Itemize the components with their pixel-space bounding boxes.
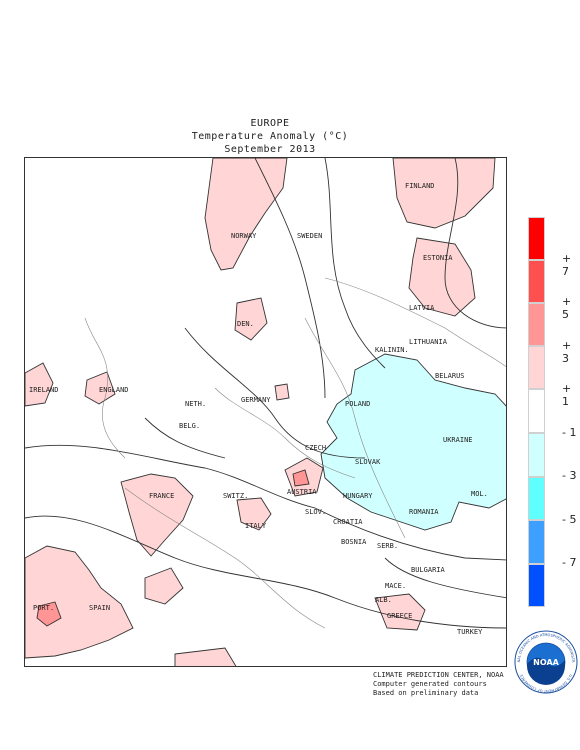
country-label-serb: SERB. <box>377 542 399 550</box>
legend-label-6: - 3 <box>562 469 577 482</box>
warm-area-iberia <box>25 545 134 659</box>
legend-bin-9 <box>528 564 545 607</box>
country-label-poland: POLAND <box>345 400 371 408</box>
legend-bin-6 <box>528 433 545 477</box>
warm-area-portugal <box>36 601 62 627</box>
map-date-title: September 2013 <box>224 144 316 155</box>
country-label-hungary: HUNGARY <box>343 492 373 500</box>
legend-label-4: + 1 <box>562 382 572 408</box>
country-label-italy: ITALY <box>245 522 267 530</box>
country-label-slovak: SLOVAK <box>355 458 381 466</box>
country-label-czech: CZECH <box>305 444 327 452</box>
country-label-finland: FINLAND <box>405 182 435 190</box>
country-label-sweden: SWEDEN <box>297 232 323 240</box>
country-label-greece: GREECE <box>387 612 413 620</box>
legend-bin-7 <box>528 477 545 520</box>
anomaly-map: FINLAND NORWAY SWEDEN ESTONIA LATVIA DEN… <box>24 157 507 667</box>
country-label-alb: ALB. <box>375 596 392 604</box>
warm-area-ireland <box>25 362 54 407</box>
legend-label-2: + 5 <box>562 295 572 321</box>
noaa-logo-icon: NOAA NATIONAL OCEANIC AND ATMOSPHERIC AD… <box>514 630 578 694</box>
country-label-turkey: TURKEY <box>457 628 483 636</box>
credit-line-2: Computer generated contours <box>373 680 487 688</box>
country-label-slov: SLOV. <box>305 508 327 516</box>
strong-warm-anomaly-areas <box>36 469 310 627</box>
country-label-mace: MACE. <box>385 582 407 590</box>
country-label-switz: SWITZ. <box>223 492 249 500</box>
country-label-estonia: ESTONIA <box>423 254 453 262</box>
legend-bin-3 <box>528 303 545 346</box>
legend-label-5: - 1 <box>562 426 577 439</box>
country-label-mol: MOL. <box>471 490 488 498</box>
legend-label-3: + 3 <box>562 339 572 365</box>
contour-lines <box>25 158 506 629</box>
country-label-bosnia: BOSNIA <box>341 538 367 546</box>
cool-area-east-europe <box>320 353 506 531</box>
cool-anomaly-areas <box>320 353 506 531</box>
map-region-title: EUROPE <box>250 118 290 129</box>
country-label-lithuania: LITHUANIA <box>409 338 447 346</box>
legend-label-7: - 5 <box>562 513 577 526</box>
warm-area-germany <box>274 383 290 401</box>
credit-line-3: Based on preliminary data <box>373 689 479 697</box>
warm-area-denmark <box>234 297 268 341</box>
legend-bin-4 <box>528 346 545 389</box>
country-label-den: DEN. <box>237 320 254 328</box>
country-label-romania: ROMANIA <box>409 508 439 516</box>
warm-anomaly-areas <box>25 158 496 666</box>
warm-area-italy <box>236 497 272 531</box>
country-label-germany: GERMANY <box>241 396 271 404</box>
country-label-england: ENGLAND <box>99 386 129 394</box>
country-label-austria: AUSTRIA <box>287 488 317 496</box>
country-label-belarus: BELARUS <box>435 372 465 380</box>
country-label-ukraine: UKRAINE <box>443 436 473 444</box>
map-graphic <box>25 158 506 666</box>
country-label-neth: NETH. <box>185 400 207 408</box>
warm-area-med <box>144 567 184 605</box>
credit-line-1: CLIMATE PREDICTION CENTER, NOAA <box>373 671 504 679</box>
color-legend <box>528 217 545 607</box>
country-label-bulgaria: BULGARIA <box>411 566 445 574</box>
country-label-norway: NORWAY <box>231 232 257 240</box>
country-label-kalinin: KALININ. <box>375 346 409 354</box>
country-label-ireland: IRELAND <box>29 386 59 394</box>
country-label-latvia: LATVIA <box>409 304 435 312</box>
legend-label-1: + 7 <box>562 252 572 278</box>
country-borders <box>84 277 506 629</box>
warm-area-baltics <box>408 237 476 317</box>
legend-bin-8 <box>528 520 545 564</box>
warm-area-austria-core <box>292 469 310 487</box>
country-label-france: FRANCE <box>149 492 175 500</box>
warm-area-france <box>120 473 194 557</box>
country-label-belg: BELG. <box>179 422 201 430</box>
legend-label-8: - 7 <box>562 556 577 569</box>
country-label-spain: SPAIN <box>89 604 111 612</box>
legend-bin-2 <box>528 260 545 303</box>
country-label-port: PORT. <box>33 604 55 612</box>
country-label-croatia: CROATIA <box>333 518 363 526</box>
warm-area-norway <box>204 158 288 271</box>
warm-area-finland <box>392 158 496 229</box>
map-variable-title: Temperature Anomaly (°C) <box>191 131 349 142</box>
legend-bin-5 <box>528 389 545 433</box>
noaa-logo-text: NOAA <box>533 658 559 667</box>
warm-area-south <box>174 647 237 666</box>
warm-area-greece <box>374 593 426 631</box>
legend-bin-1 <box>528 217 545 260</box>
